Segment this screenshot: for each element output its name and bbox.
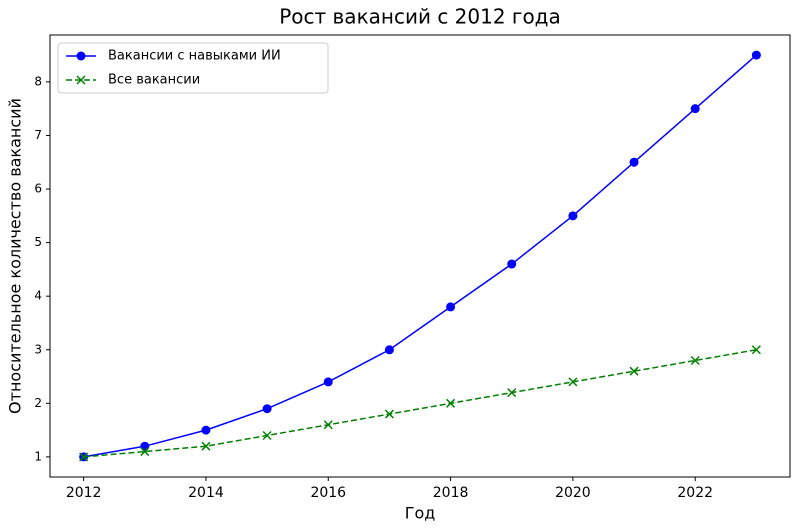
chart-title: Рост вакансий с 2012 года	[279, 5, 561, 29]
marker	[446, 398, 456, 408]
x-tick-label: 2020	[555, 485, 591, 501]
marker	[751, 50, 761, 60]
y-tick-label: 6	[34, 182, 42, 196]
marker	[140, 447, 150, 457]
marker	[79, 452, 89, 462]
series-line	[83, 349, 757, 458]
legend-label: Все вакансии	[108, 73, 200, 88]
marker	[323, 420, 333, 430]
legend-box	[57, 42, 329, 94]
legend-marker	[76, 75, 86, 85]
marker	[507, 259, 517, 269]
x-tick-label: 2012	[66, 485, 102, 501]
legend-label: Вакансии с навыками ИИ	[108, 49, 281, 64]
plot-frame	[49, 34, 791, 478]
legend-marker	[76, 51, 86, 61]
series-line	[83, 54, 757, 458]
y-tick-label: 2	[34, 396, 42, 410]
marker	[201, 425, 211, 435]
x-axis-label: Год	[405, 504, 436, 523]
y-tick-label: 4	[34, 289, 42, 303]
marker	[629, 366, 639, 376]
x-tick-label: 2014	[188, 485, 224, 501]
x-tick-label: 2018	[433, 485, 469, 501]
y-tick-label: 7	[34, 128, 42, 142]
y-tick-label: 8	[34, 74, 42, 88]
marker	[446, 302, 456, 312]
y-tick-label: 3	[34, 342, 42, 356]
marker	[323, 377, 333, 387]
y-tick-label: 1	[34, 449, 42, 463]
marker	[568, 377, 578, 387]
marker	[262, 430, 272, 441]
y-axis-label: Относительное количество вакансий	[6, 98, 25, 414]
marker	[507, 388, 517, 398]
marker	[568, 211, 578, 221]
marker	[690, 104, 700, 114]
y-tick-label: 5	[34, 235, 42, 249]
marker	[201, 441, 211, 451]
marker	[262, 404, 272, 414]
x-tick-label: 2022	[677, 485, 713, 501]
x-tick-label: 2016	[310, 485, 346, 501]
marker	[690, 355, 700, 366]
marker	[384, 409, 394, 419]
marker	[384, 345, 394, 355]
marker	[629, 157, 639, 167]
marker	[751, 345, 761, 355]
